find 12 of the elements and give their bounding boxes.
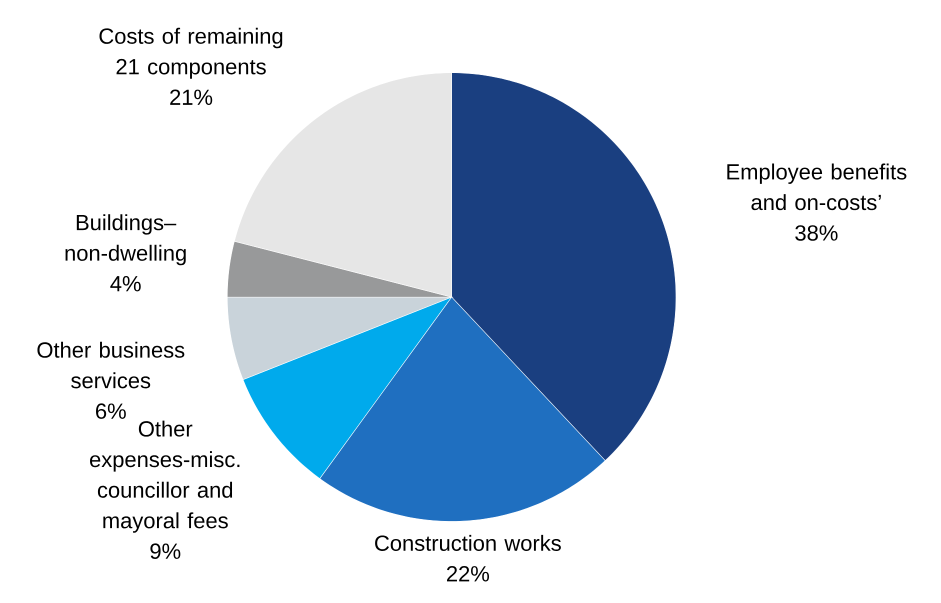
data-label: 21% xyxy=(170,89,212,105)
slice-label: Costs of remaining 21 components xyxy=(100,28,282,79)
slice-label: Buildings–non-dwelling xyxy=(66,214,186,266)
slice-label: Construction works xyxy=(375,534,561,551)
slice-label: Employee benefits and on-costs’ xyxy=(727,163,906,210)
data-label: 6% xyxy=(96,403,126,419)
slice-label: Other business services xyxy=(37,342,184,388)
slice-label: Other expenses-misc. councillor and mayoral fees xyxy=(90,420,240,533)
data-label: 9% xyxy=(150,543,180,559)
data-label: 4% xyxy=(110,276,141,292)
data-label: 22% xyxy=(446,566,489,582)
data-label: 38% xyxy=(795,225,838,241)
